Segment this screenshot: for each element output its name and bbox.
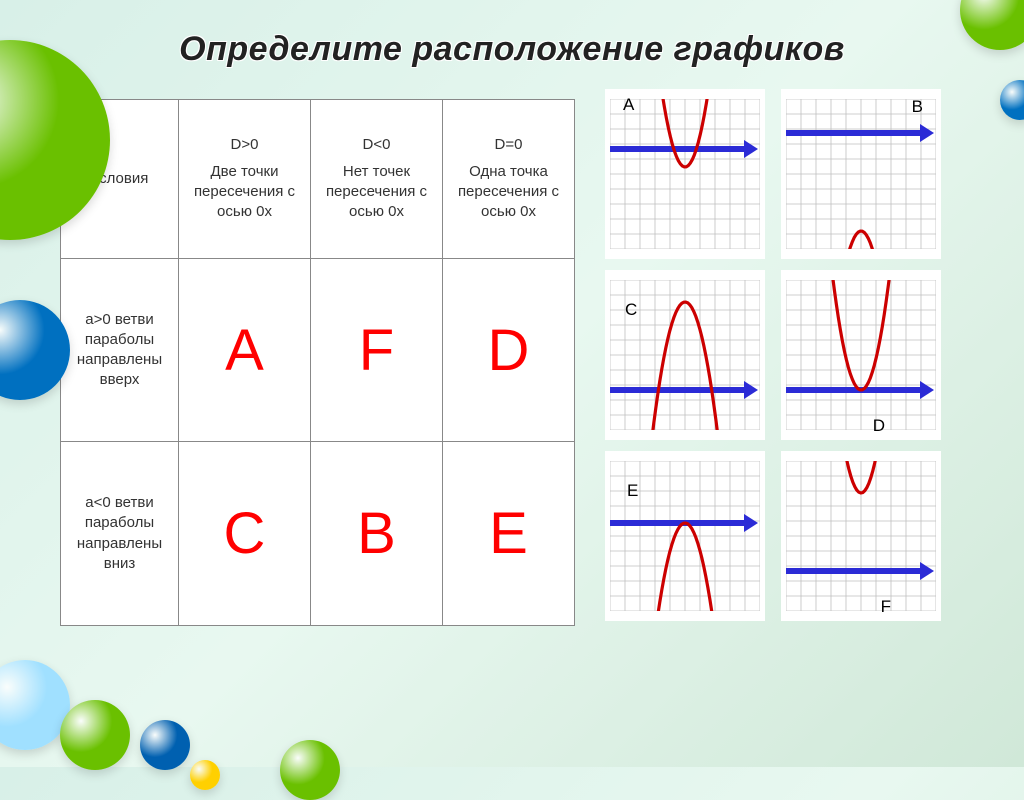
answer-1-1: B — [357, 501, 396, 566]
graph-label: A — [623, 95, 634, 115]
col-main-1: D<0 — [315, 135, 438, 155]
table-row: a>0 ветви параболы направлены вверх A F … — [61, 258, 575, 442]
graph-label: C — [625, 300, 637, 320]
col-header-2: D=0 Одна точка пересечения с осью 0х — [443, 100, 575, 259]
graph-label: E — [627, 481, 638, 501]
answer-0-1: F — [359, 318, 394, 383]
answer-1-0: C — [224, 501, 266, 566]
col-main-0: D>0 — [183, 135, 306, 155]
graph-label: D — [873, 416, 885, 436]
answer-1-2: E — [489, 501, 528, 566]
bubble — [140, 720, 190, 770]
row-header-0: a>0 ветви параболы направлены вверх — [61, 258, 179, 442]
graph-d: D — [781, 270, 941, 440]
row-header-1: a<0 ветви параболы направлены вниз — [61, 442, 179, 626]
answer-0-0: A — [225, 318, 264, 383]
table-header-row: Условия D>0 Две точки пересечения с осью… — [61, 100, 575, 259]
col-header-1: D<0 Нет точек пересечения с осью 0х — [311, 100, 443, 259]
bubble — [190, 760, 220, 790]
col-header-0: D>0 Две точки пересечения с осью 0х — [179, 100, 311, 259]
graph-c: C — [605, 270, 765, 440]
graph-a: A — [605, 89, 765, 259]
graph-b: B — [781, 89, 941, 259]
page-title: Определите расположение графиков — [0, 0, 1024, 69]
graph-e: E — [605, 451, 765, 621]
graph-label: B — [912, 97, 923, 117]
content-area: Условия D>0 Две точки пересечения с осью… — [0, 69, 1024, 626]
graph-label: F — [881, 597, 891, 617]
col-main-2: D=0 — [447, 135, 570, 155]
conditions-table: Условия D>0 Две точки пересечения с осью… — [60, 99, 575, 626]
graphs-grid: A B C D E F — [605, 89, 941, 626]
col-sub-1: Нет точек пересечения с осью 0х — [326, 163, 427, 221]
col-sub-2: Одна точка пересечения с осью 0х — [458, 163, 559, 221]
bubble — [280, 740, 340, 800]
graph-f: F — [781, 451, 941, 621]
bubble — [60, 700, 130, 770]
table-row: a<0 ветви параболы направлены вниз C B E — [61, 442, 575, 626]
col-sub-0: Две точки пересечения с осью 0х — [194, 163, 295, 221]
answer-0-2: D — [488, 318, 530, 383]
